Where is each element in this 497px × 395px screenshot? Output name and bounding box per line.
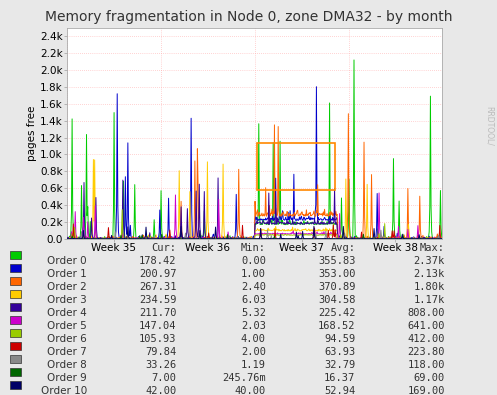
Text: Order 4: Order 4 xyxy=(47,308,87,318)
Text: 211.70: 211.70 xyxy=(139,308,176,318)
Text: Max:: Max: xyxy=(420,243,445,253)
Text: 40.00: 40.00 xyxy=(235,386,266,395)
Text: 4.00: 4.00 xyxy=(241,334,266,344)
Text: Order 5: Order 5 xyxy=(47,321,87,331)
Text: 69.00: 69.00 xyxy=(414,373,445,383)
Text: Order 8: Order 8 xyxy=(47,360,87,370)
Text: 33.26: 33.26 xyxy=(145,360,176,370)
Text: 7.00: 7.00 xyxy=(152,373,176,383)
Text: Avg:: Avg: xyxy=(331,243,355,253)
Text: 2.13k: 2.13k xyxy=(414,269,445,279)
Text: 168.52: 168.52 xyxy=(318,321,355,331)
Text: 2.40: 2.40 xyxy=(241,282,266,292)
Text: RRDTOOL/: RRDTOOL/ xyxy=(485,107,494,146)
Text: 169.00: 169.00 xyxy=(408,386,445,395)
Text: Order 10: Order 10 xyxy=(41,386,87,395)
Text: 2.37k: 2.37k xyxy=(414,256,445,266)
Text: 355.83: 355.83 xyxy=(318,256,355,266)
Text: Memory fragmentation in Node 0, zone DMA32 - by month: Memory fragmentation in Node 0, zone DMA… xyxy=(45,10,452,24)
Text: 79.84: 79.84 xyxy=(145,347,176,357)
Text: 200.97: 200.97 xyxy=(139,269,176,279)
Text: 641.00: 641.00 xyxy=(408,321,445,331)
Text: 105.93: 105.93 xyxy=(139,334,176,344)
Text: 0.00: 0.00 xyxy=(241,256,266,266)
Text: 2.00: 2.00 xyxy=(241,347,266,357)
Text: Min:: Min: xyxy=(241,243,266,253)
Text: 223.80: 223.80 xyxy=(408,347,445,357)
Text: 178.42: 178.42 xyxy=(139,256,176,266)
Text: Order 1: Order 1 xyxy=(47,269,87,279)
Text: 16.37: 16.37 xyxy=(324,373,355,383)
Text: 808.00: 808.00 xyxy=(408,308,445,318)
Text: 147.04: 147.04 xyxy=(139,321,176,331)
Text: 234.59: 234.59 xyxy=(139,295,176,305)
Text: 412.00: 412.00 xyxy=(408,334,445,344)
Text: 225.42: 225.42 xyxy=(318,308,355,318)
Text: 2.03: 2.03 xyxy=(241,321,266,331)
Text: 1.17k: 1.17k xyxy=(414,295,445,305)
Text: 94.59: 94.59 xyxy=(324,334,355,344)
Text: 5.32: 5.32 xyxy=(241,308,266,318)
Bar xyxy=(256,143,335,190)
Text: 52.94: 52.94 xyxy=(324,386,355,395)
Text: Cur:: Cur: xyxy=(152,243,176,253)
Text: 6.03: 6.03 xyxy=(241,295,266,305)
Text: 1.19: 1.19 xyxy=(241,360,266,370)
Text: 370.89: 370.89 xyxy=(318,282,355,292)
Text: 353.00: 353.00 xyxy=(318,269,355,279)
Y-axis label: pages free: pages free xyxy=(27,105,37,161)
Text: 1.80k: 1.80k xyxy=(414,282,445,292)
Text: 304.58: 304.58 xyxy=(318,295,355,305)
Text: Order 2: Order 2 xyxy=(47,282,87,292)
Text: 1.00: 1.00 xyxy=(241,269,266,279)
Text: 42.00: 42.00 xyxy=(145,386,176,395)
Text: Order 3: Order 3 xyxy=(47,295,87,305)
Text: Order 7: Order 7 xyxy=(47,347,87,357)
Text: 267.31: 267.31 xyxy=(139,282,176,292)
Text: Order 9: Order 9 xyxy=(47,373,87,383)
Text: Order 6: Order 6 xyxy=(47,334,87,344)
Text: 63.93: 63.93 xyxy=(324,347,355,357)
Text: 245.76m: 245.76m xyxy=(222,373,266,383)
Text: Order 0: Order 0 xyxy=(47,256,87,266)
Text: 32.79: 32.79 xyxy=(324,360,355,370)
Text: 118.00: 118.00 xyxy=(408,360,445,370)
